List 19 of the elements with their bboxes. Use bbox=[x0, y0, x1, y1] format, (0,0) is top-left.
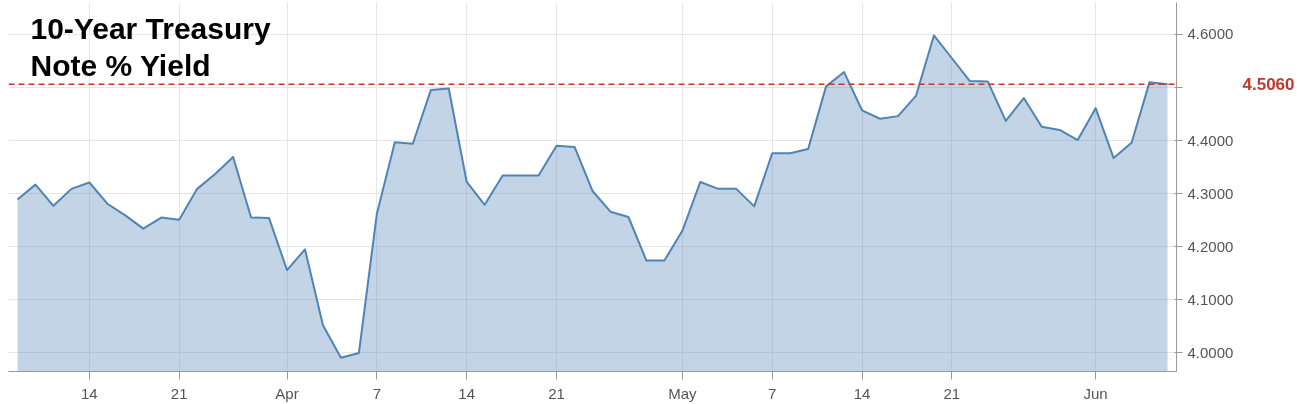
x-tick-label: 14 bbox=[81, 384, 98, 402]
x-tick-label: 21 bbox=[548, 384, 565, 402]
y-tick-label: 4.1000 bbox=[1187, 290, 1234, 308]
x-tick-label: 7 bbox=[372, 384, 382, 402]
x-tick-label: 14 bbox=[458, 384, 476, 402]
x-tick-label: May bbox=[668, 384, 698, 402]
x-tick-label: 21 bbox=[170, 384, 188, 402]
y-tick-label: 4.4000 bbox=[1187, 131, 1234, 149]
y-tick-label: 4.6000 bbox=[1187, 25, 1234, 43]
text: 10-Year Treasury Note % Yield bbox=[30, 11, 271, 83]
x-tick-label: 7 bbox=[768, 384, 777, 402]
x-tick-label: Apr bbox=[275, 384, 299, 402]
y-tick-label: 4.2000 bbox=[1187, 237, 1234, 255]
x-tick-label: 14 bbox=[853, 384, 871, 402]
y-tick-label: 4.3000 bbox=[1187, 184, 1234, 202]
ref-line-label: 4.5060 bbox=[1242, 75, 1295, 95]
y-tick-label: 4.0000 bbox=[1187, 343, 1234, 361]
x-tick-label: Jun bbox=[1083, 384, 1108, 402]
x-tick-label: 21 bbox=[943, 384, 961, 402]
